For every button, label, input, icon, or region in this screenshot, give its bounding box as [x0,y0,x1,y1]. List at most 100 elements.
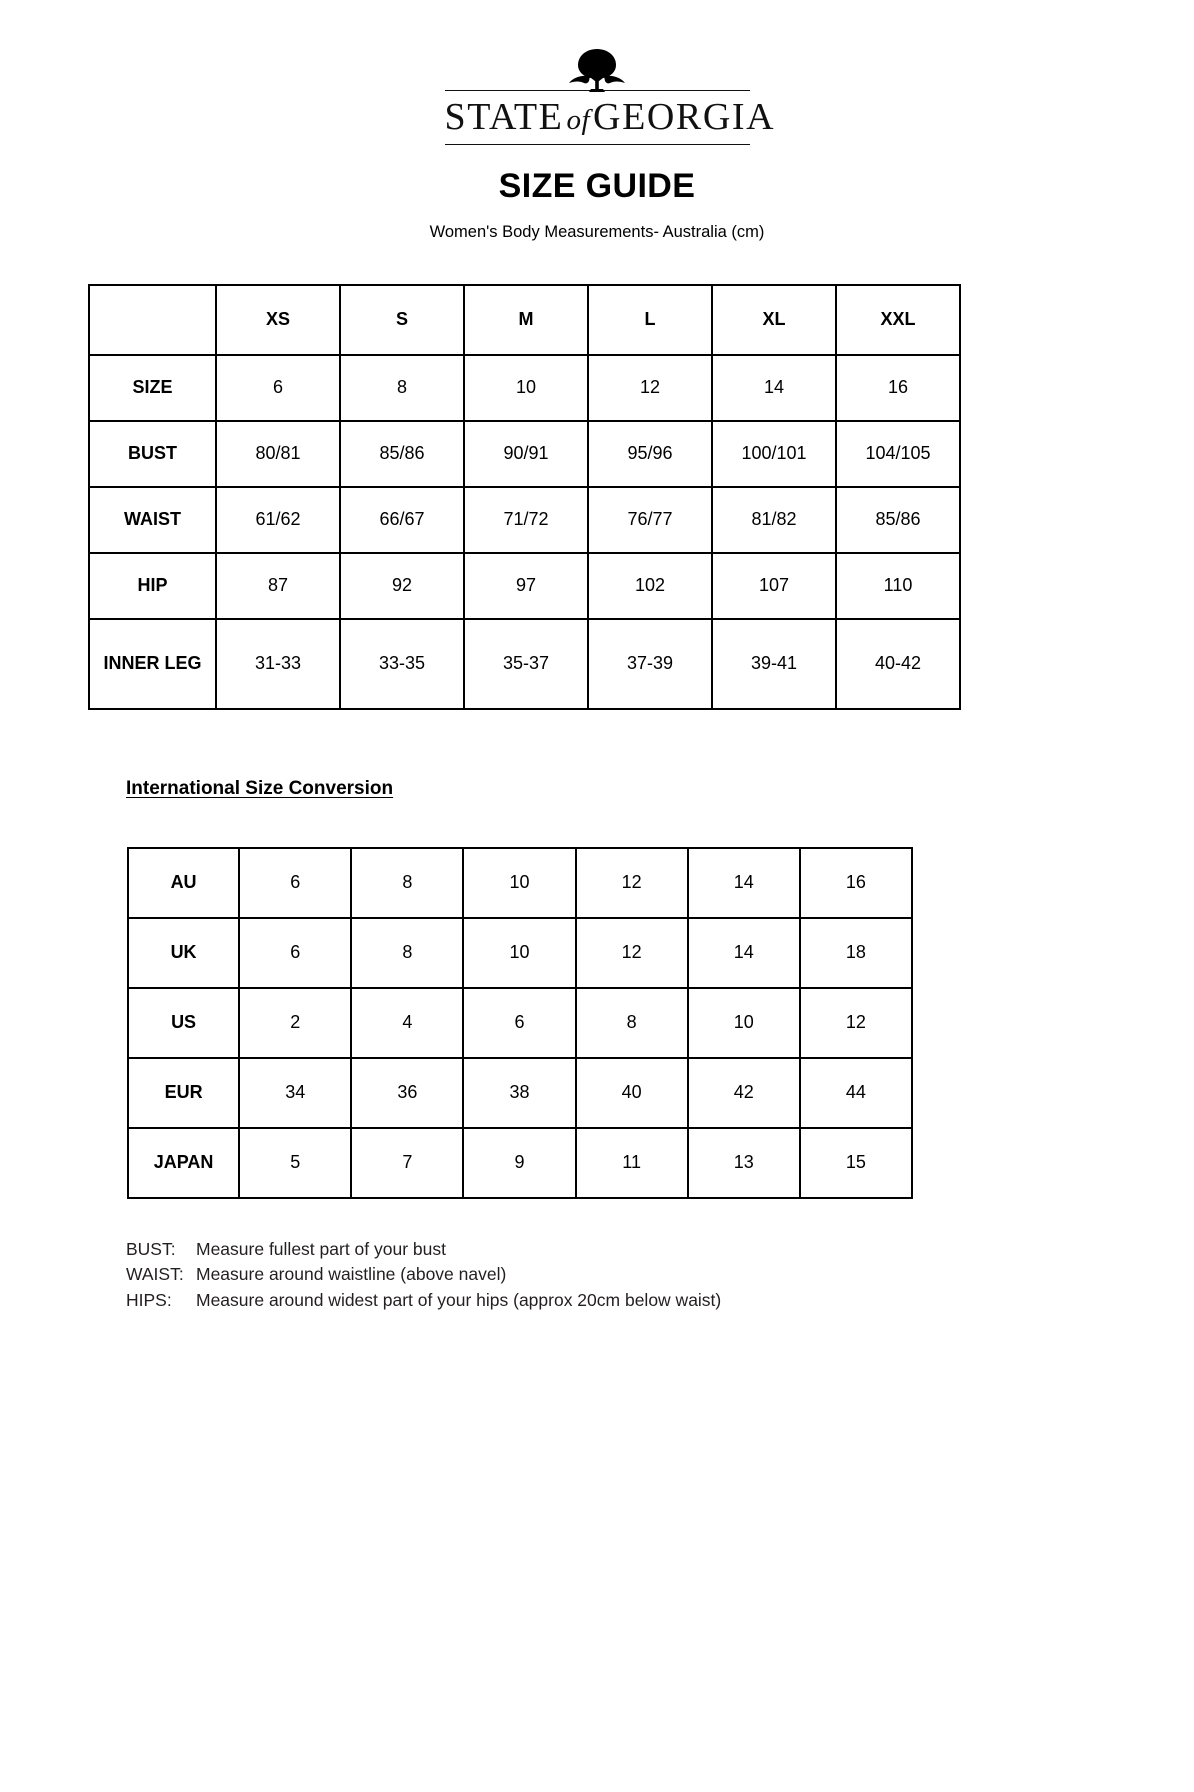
row-label-au: AU [126,846,241,919]
header-cell-l: L [587,283,713,356]
cell-bust-xs: 80/81 [215,419,341,488]
cell-eur-6: 44 [798,1056,914,1129]
cell-japan-5: 13 [686,1126,801,1199]
cell-us-1: 2 [238,986,353,1059]
table-row: EUR 34 36 38 40 42 44 [126,1056,914,1129]
table-row: HIP 87 92 97 102 107 110 [88,551,961,620]
note-label-hips: HIPS: [126,1290,172,1311]
cell-uk-5: 14 [686,916,801,989]
cell-us-5: 10 [686,986,801,1059]
cell-uk-1: 6 [238,916,353,989]
brand-wordmark-georgia: GEORGIA [593,96,776,138]
cell-japan-6: 15 [798,1126,914,1199]
note-label-waist: WAIST: [126,1264,184,1285]
table-row: BUST 80/81 85/86 90/91 95/96 100/101 104… [88,419,961,488]
note-text-waist: Measure around waistline (above navel) [196,1264,507,1285]
cell-innerleg-l: 37-39 [587,617,713,710]
header-cell-blank [88,283,217,356]
page-title: SIZE GUIDE [498,166,696,205]
cell-eur-5: 42 [686,1056,801,1129]
page-subtitle: Women's Body Measurements- Australia (cm… [429,222,765,241]
cell-us-4: 8 [574,986,689,1059]
cell-innerleg-xs: 31-33 [215,617,341,710]
brand-wordmark-of: of [566,104,591,136]
cell-size-m: 10 [463,353,589,422]
cell-hip-l: 102 [587,551,713,620]
cell-size-s: 8 [339,353,465,422]
note-waist: WAIST: Measure around waistline (above n… [126,1262,1194,1288]
cell-hip-m: 97 [463,551,589,620]
table-row: WAIST 61/62 66/67 71/72 76/77 81/82 85/8… [88,485,961,554]
cell-japan-4: 11 [574,1126,689,1199]
cell-hip-xl: 107 [711,551,837,620]
cell-size-xs: 6 [215,353,341,422]
table-row: UK 6 8 10 12 14 18 [126,916,914,989]
cell-innerleg-s: 33-35 [339,617,465,710]
cell-au-5: 14 [686,846,801,919]
cell-hip-xxl: 110 [835,551,961,620]
cell-waist-xxl: 85/86 [835,485,961,554]
cell-bust-l: 95/96 [587,419,713,488]
cell-uk-4: 12 [574,916,689,989]
header-cell-s: S [339,283,465,356]
cell-innerleg-xxl: 40-42 [835,617,961,710]
body-measurements-table: XS S M L XL XXL SIZE 6 8 10 12 14 16 BUS… [88,283,961,710]
size-conversion-table-container: AU 6 8 10 12 14 16 UK 6 8 10 12 14 18 US… [0,846,1194,1199]
cell-au-4: 12 [574,846,689,919]
cell-au-1: 6 [238,846,353,919]
row-label-size: SIZE [88,353,217,422]
cell-au-3: 10 [462,846,577,919]
measurement-instructions: BUST: Measure fullest part of your bust … [0,1237,1194,1314]
logo-rule-bottom [444,143,750,145]
body-measurements-table-container: XS S M L XL XXL SIZE 6 8 10 12 14 16 BUS… [0,283,1194,710]
table-row: JAPAN 5 7 9 11 13 15 [126,1126,914,1199]
brand-logo: STATE ofGEORGIA [444,48,774,145]
cell-waist-xl: 81/82 [711,485,837,554]
cell-uk-3: 10 [462,916,577,989]
brand-wordmark-state: STATE [444,96,564,138]
cell-au-6: 16 [798,846,914,919]
note-hips: HIPS: Measure around widest part of your… [126,1288,1194,1314]
document-header: STATE ofGEORGIA SIZE GUIDE Women's Body M… [0,0,1194,242]
cell-hip-s: 92 [339,551,465,620]
row-label-japan: JAPAN [126,1126,241,1199]
cell-japan-2: 7 [350,1126,465,1199]
cell-eur-1: 34 [238,1056,353,1129]
table-header-row: XS S M L XL XXL [88,283,961,356]
header-cell-xl: XL [711,283,837,356]
cell-us-3: 6 [462,986,577,1059]
header-cell-m: M [463,283,589,356]
table-row: SIZE 6 8 10 12 14 16 [88,353,961,422]
row-label-waist: WAIST [88,485,217,554]
cell-bust-s: 85/86 [339,419,465,488]
row-label-us: US [126,986,241,1059]
table-row: US 2 4 6 8 10 12 [126,986,914,1059]
cell-waist-s: 66/67 [339,485,465,554]
oak-tree-icon [445,48,750,94]
cell-bust-m: 90/91 [463,419,589,488]
size-conversion-table: AU 6 8 10 12 14 16 UK 6 8 10 12 14 18 US… [126,846,914,1199]
row-label-hip: HIP [88,551,217,620]
cell-au-2: 8 [350,846,465,919]
cell-waist-m: 71/72 [463,485,589,554]
row-label-inner-leg: INNER LEG [88,617,217,710]
row-label-bust: BUST [88,419,217,488]
cell-uk-6: 18 [798,916,914,989]
cell-innerleg-xl: 39-41 [711,617,837,710]
cell-innerleg-m: 35-37 [463,617,589,710]
brand-wordmark: STATE ofGEORGIA [444,91,774,144]
cell-uk-2: 8 [350,916,465,989]
cell-japan-1: 5 [238,1126,353,1199]
table-row: AU 6 8 10 12 14 16 [126,846,914,919]
section-heading-international-size-conversion: International Size Conversion [126,777,394,799]
cell-waist-xs: 61/62 [215,485,341,554]
cell-eur-3: 38 [462,1056,577,1129]
cell-bust-xxl: 104/105 [835,419,961,488]
cell-waist-l: 76/77 [587,485,713,554]
cell-size-xl: 14 [711,353,837,422]
cell-eur-4: 40 [574,1056,689,1129]
cell-size-l: 12 [587,353,713,422]
cell-hip-xs: 87 [215,551,341,620]
cell-bust-xl: 100/101 [711,419,837,488]
row-label-eur: EUR [126,1056,241,1129]
